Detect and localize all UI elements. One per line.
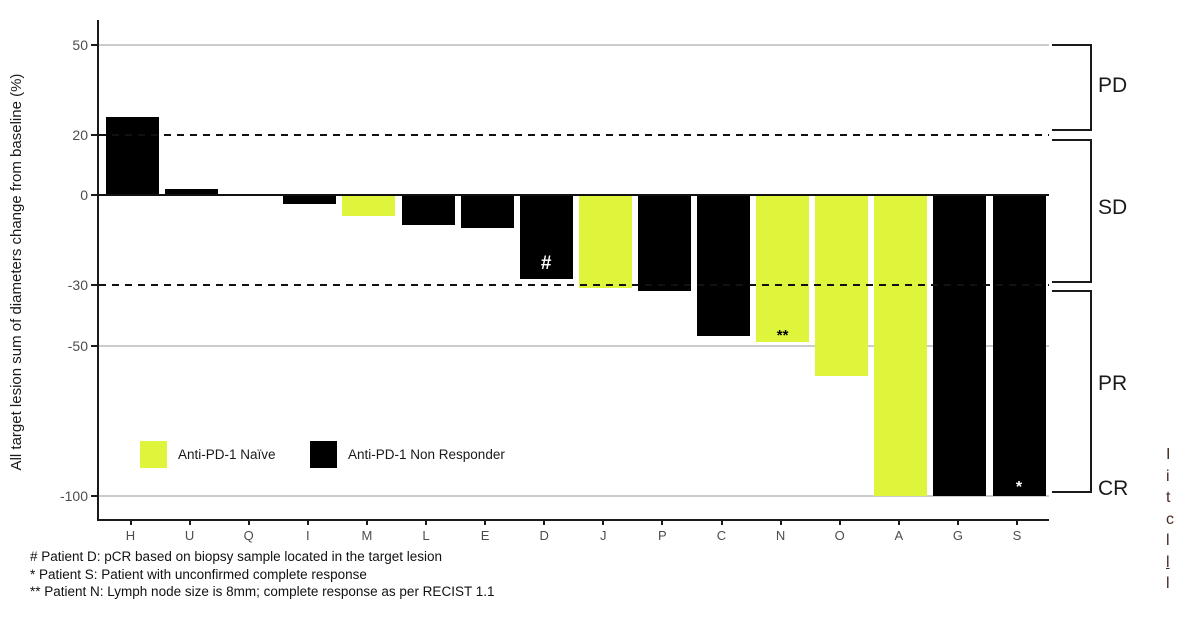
zero-line — [99, 194, 1049, 196]
x-tick-G — [956, 519, 959, 525]
footnote-patient-s: * Patient S: Patient with unconfirmed co… — [30, 566, 367, 582]
x-tick-N — [779, 519, 782, 525]
footnote-patient-d: # Patient D: pCR based on biopsy sample … — [30, 549, 442, 564]
bar-N — [756, 195, 810, 343]
y-tick-label-50: 50 — [72, 36, 88, 53]
bracket-sd — [1052, 139, 1092, 283]
bar-L — [401, 195, 455, 226]
plot-panel: # ** * — [97, 20, 1049, 521]
x-tick-E — [484, 519, 487, 525]
x-tick-label-Q: Q — [243, 528, 254, 543]
bar-P — [637, 195, 691, 292]
bar-annotation-D: # — [540, 253, 552, 275]
x-tick-M — [365, 519, 368, 525]
bracket-pd — [1052, 44, 1092, 131]
x-tick-S — [1016, 519, 1018, 525]
y-tick-label--50: -50 — [67, 337, 88, 354]
x-tick-label-N: N — [775, 528, 786, 543]
x-tick-label-D: D — [539, 528, 549, 543]
x-tick-O — [838, 519, 841, 525]
response-label-pr: PR — [1098, 372, 1128, 395]
footnote-patient-n: ** Patient N: Lymph node size is 8mm; co… — [30, 584, 495, 599]
bar-G — [933, 195, 987, 496]
x-tick-U — [188, 519, 191, 525]
clipped-caption-line-4: c — [1166, 510, 1174, 528]
x-tick-label-O: O — [834, 528, 845, 543]
x-tick-label-L: L — [422, 528, 430, 543]
x-tick-label-I: I — [305, 528, 310, 543]
x-tick-D — [543, 519, 546, 525]
y-tick--100 — [91, 495, 97, 497]
x-tick-L — [425, 519, 427, 525]
x-tick-P — [661, 519, 664, 525]
bar-E — [460, 195, 514, 229]
bar-D — [519, 195, 573, 280]
x-tick-C — [720, 519, 723, 525]
dashed-line-20 — [99, 133, 1049, 136]
x-tick-I — [306, 519, 309, 525]
bar-A — [874, 195, 928, 496]
bar-I — [283, 195, 337, 205]
response-label-cr: CR — [1098, 477, 1129, 500]
clipped-caption-line-5: l — [1166, 532, 1170, 549]
y-tick-label-0: 0 — [80, 187, 88, 203]
gridline-50 — [99, 43, 1049, 46]
y-tick-label--30: -30 — [67, 277, 88, 294]
response-label-pd: PD — [1098, 74, 1128, 97]
dashed-line--30 — [99, 284, 1049, 287]
legend-swatch-naive — [140, 441, 167, 468]
x-tick-label-M: M — [361, 528, 373, 543]
x-tick-label-S: S — [1012, 528, 1022, 543]
x-tick-label-E: E — [480, 528, 490, 543]
x-tick-label-P: P — [658, 528, 667, 543]
bar-C — [697, 195, 750, 337]
clipped-caption-line-1: I — [1166, 446, 1171, 463]
gridline--100 — [99, 495, 1049, 497]
bar-S — [992, 195, 1046, 496]
x-tick-J — [602, 519, 605, 525]
x-tick-label-A: A — [894, 528, 904, 543]
x-tick-label-H: H — [125, 528, 136, 543]
y-axis-title: All target lesion sum of diameters chang… — [8, 73, 25, 471]
y-tick-20 — [91, 133, 97, 136]
gridline--50 — [99, 344, 1049, 347]
bracket-pr — [1052, 290, 1092, 493]
y-tick--30 — [91, 284, 97, 287]
legend-label-non-responder: Anti-PD-1 Non Responder — [348, 447, 505, 462]
y-tick-0 — [91, 194, 97, 196]
x-tick-H — [129, 519, 132, 525]
x-tick-label-U: U — [184, 528, 195, 543]
x-tick-A — [897, 519, 900, 525]
x-tick-label-J: J — [600, 528, 607, 543]
x-tick-label-G: G — [952, 528, 963, 543]
x-tick-Q — [247, 519, 250, 525]
y-tick-label-20: 20 — [72, 126, 88, 143]
clipped-caption-line-7: l — [1166, 575, 1170, 592]
bar-J — [578, 195, 632, 289]
legend-label-naive: Anti-PD-1 Naïve — [178, 447, 276, 462]
bar-annotation-S: * — [1015, 479, 1023, 496]
y-tick--50 — [91, 344, 97, 347]
bar-H — [106, 116, 159, 195]
clipped-caption-line-2: i — [1166, 467, 1170, 485]
legend-swatch-non-responder — [310, 441, 337, 468]
x-tick-label-C: C — [716, 528, 727, 543]
response-label-sd: SD — [1098, 196, 1128, 219]
bar-M — [342, 195, 396, 217]
clipped-caption-line-3: t — [1166, 489, 1171, 506]
y-tick-50 — [91, 43, 97, 46]
bar-annotation-N: ** — [776, 327, 789, 345]
bar-U — [165, 188, 219, 195]
clipped-caption-line-6: l — [1166, 553, 1170, 571]
footnotes: # Patient D: pCR based on biopsy sample … — [30, 548, 494, 601]
y-tick-label--100: -100 — [59, 488, 88, 504]
